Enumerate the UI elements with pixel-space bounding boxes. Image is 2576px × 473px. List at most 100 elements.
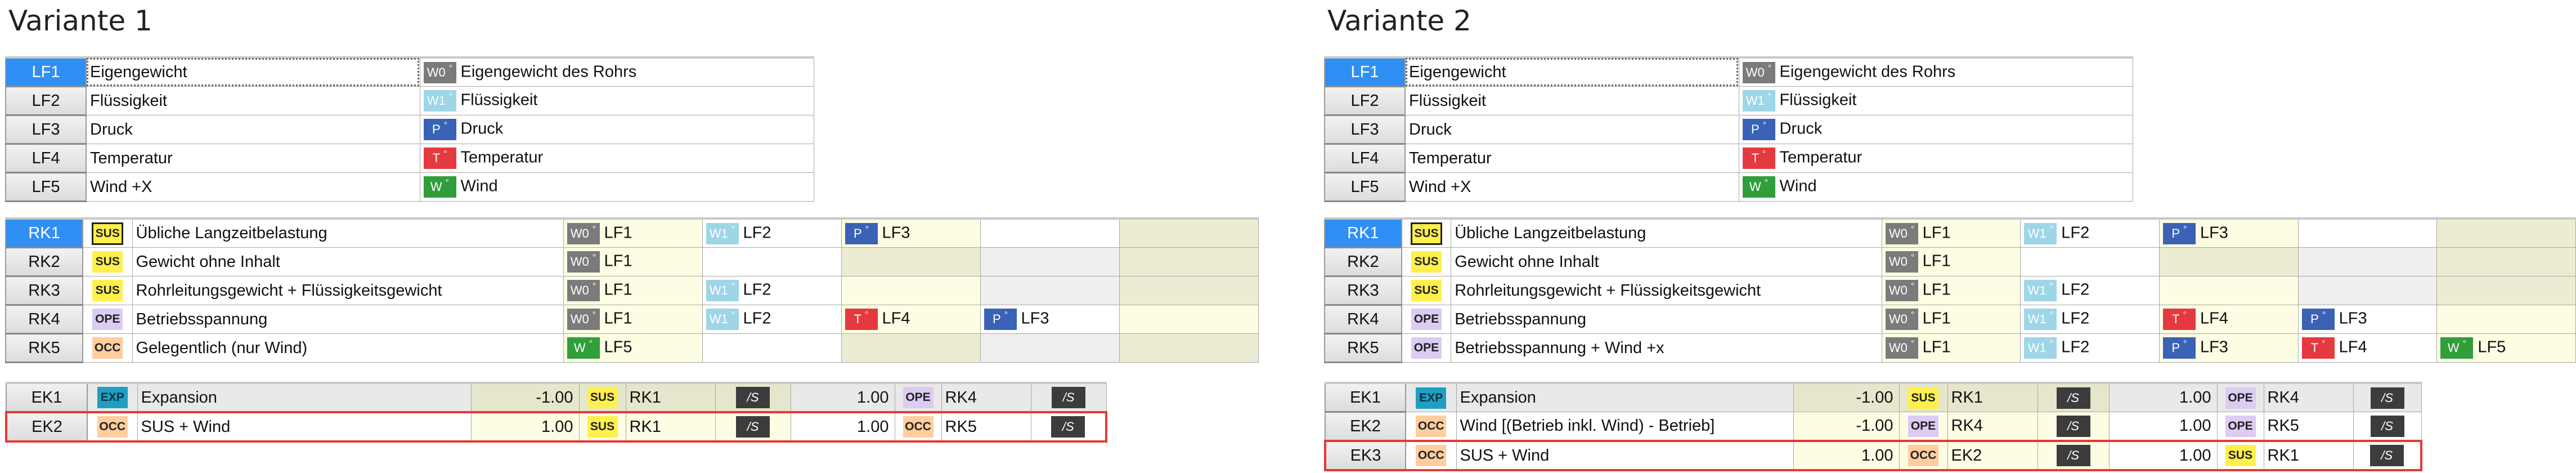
load-case-id[interactable]: LF3 [1324,114,1406,145]
term-category-cell[interactable]: OPE [2216,412,2264,441]
category-badge[interactable]: OPE [2225,415,2256,437]
load-case-id[interactable]: LF1 [1324,57,1406,87]
term-reference[interactable]: RK1 [2263,440,2354,471]
operator-cell[interactable]: /S [2353,440,2422,471]
empty-slot[interactable] [2297,247,2438,276]
factor-value[interactable]: 1.00 [470,411,580,443]
factor-value[interactable]: -1.00 [1793,382,1900,412]
category-badge[interactable]: OCC [1908,445,1938,466]
empty-slot[interactable] [702,333,842,363]
term-category-cell[interactable]: SUS [578,411,626,443]
load-case-reference[interactable]: W ° LF5 [563,333,703,363]
operator-cell[interactable]: /S [2037,440,2110,471]
load-combination-row[interactable]: RK5 OPE Betriebsspannung + Wind +x W0 ° LF1 W1… [1324,333,2576,363]
category-cell[interactable]: OCC [1405,440,1457,471]
category-badge[interactable]: SUS [1411,280,1442,301]
operator-cell[interactable]: /S [715,411,791,443]
term-category-cell[interactable]: SUS [1899,382,1948,412]
load-combination-description[interactable]: Rohrleitungsgewicht + Flüssigkeitsgewich… [1451,276,1882,305]
operator-button[interactable]: /S [2056,387,2090,409]
result-combination-description[interactable]: Expansion [137,382,472,413]
empty-slot[interactable] [702,247,842,276]
term-category-cell[interactable]: SUS [2216,440,2264,471]
empty-slot[interactable] [2436,218,2576,248]
empty-slot[interactable] [1119,276,1259,305]
empty-slot[interactable] [2297,218,2438,248]
term-reference[interactable]: RK4 [941,382,1031,413]
operator-button[interactable]: /S [1051,416,1085,438]
category-badge[interactable]: OPE [903,387,934,408]
category-badge[interactable]: SUS [1410,222,1442,245]
operator-cell[interactable]: /S [715,382,791,413]
load-case-reference[interactable]: W1 ° LF2 [702,305,842,334]
load-case-row[interactable]: LF4 Temperatur T ° Temperatur [5,143,814,173]
load-combination-description[interactable]: Gewicht ohne Inhalt [1451,247,1882,276]
load-case-reference[interactable]: W1 ° LF2 [702,218,842,248]
load-case-reference[interactable]: T ° LF4 [2158,305,2299,334]
load-combination-id[interactable]: RK4 [1324,304,1402,334]
category-cell[interactable]: SUS [82,218,133,248]
result-combination-row[interactable]: EK2 OCC Wind [(Betrieb inkl. Wind) - Betri… [1325,411,2422,442]
load-case-reference[interactable]: W0 ° LF1 [1881,218,2021,248]
load-combination-row[interactable]: RK3 SUS Rohrleitungsgewicht + Flüssigkeits… [5,275,1259,306]
category-badge[interactable]: OCC [97,416,128,438]
factor-value[interactable]: 1.00 [2108,412,2218,441]
category-cell[interactable]: OCC [1405,412,1457,441]
term-reference[interactable]: RK1 [625,411,716,443]
operator-cell[interactable]: /S [2353,412,2422,441]
factor-value[interactable]: 1.00 [790,382,895,413]
category-cell[interactable]: OCC [87,411,138,443]
result-combination-id[interactable]: EK2 [5,411,88,443]
category-cell[interactable]: EXP [1405,382,1457,412]
load-case-reference[interactable]: W0 ° LF1 [1881,247,2021,276]
empty-slot[interactable] [2158,247,2299,276]
operator-button[interactable]: /S [2056,445,2090,466]
operator-button[interactable]: /S [2056,415,2090,437]
load-case-name[interactable]: Druck [86,115,420,144]
result-combination-row[interactable]: EK2 OCC SUS + Wind 1.00 SUS RK1/S 1.00 OCC RK5/S [5,411,1107,443]
load-case-reference[interactable]: W0 ° LF1 [563,305,703,334]
category-cell[interactable]: EXP [87,382,138,413]
load-case-row[interactable]: LF5 Wind +X W ° Wind [1324,172,2133,202]
load-case-row[interactable]: LF1 Eigengewicht W0 ° Eigengewicht des Rohrs [5,57,814,87]
result-combination-id[interactable]: EK2 [1325,411,1406,442]
result-combination-row[interactable]: EK3 OCC SUS + Wind 1.00 OCC EK2/S 1.00 SUS RK1/S [1324,440,2422,471]
load-case-row[interactable]: LF5 Wind +X W ° Wind [5,172,814,202]
result-combination-description[interactable]: Wind [(Betrieb inkl. Wind) - Betrieb] [1456,412,1794,441]
load-case-name[interactable]: Wind +X [1404,172,1739,202]
result-combination-description[interactable]: Expansion [1456,382,1794,412]
term-category-cell[interactable]: OPE [2216,382,2264,412]
load-combination-id[interactable]: RK3 [1324,275,1402,306]
category-badge[interactable]: SUS [1908,387,1938,409]
load-case-type-description[interactable]: W0 ° Eigengewicht des Rohrs [1738,57,2133,87]
load-combination-row[interactable]: RK2 SUS Gewicht ohne Inhalt W0 ° LF1 [1324,247,2576,277]
load-case-reference[interactable]: W0 ° LF1 [563,247,703,276]
factor-value[interactable]: 1.00 [2108,440,2218,471]
load-case-name[interactable]: Wind +X [86,172,420,202]
load-case-row[interactable]: LF2 Flüssigkeit W1 ° Flüssigkeit [5,86,814,116]
load-case-reference[interactable]: W ° LF5 [2436,333,2576,363]
term-reference[interactable]: RK5 [941,411,1031,443]
load-case-id[interactable]: LF4 [1324,143,1406,173]
load-case-reference[interactable]: W0 ° LF1 [1881,305,2021,334]
load-case-type-description[interactable]: W1 ° Flüssigkeit [1738,86,2133,115]
empty-slot[interactable] [1119,305,1259,334]
load-case-row[interactable]: LF1 Eigengewicht W0 ° Eigengewicht des Rohrs [1324,57,2133,87]
term-category-cell[interactable]: OCC [894,411,942,443]
load-combination-description[interactable]: Betriebsspannung + Wind +x [1451,333,1882,363]
load-combination-description[interactable]: Betriebsspannung [1451,305,1882,334]
load-combination-row[interactable]: RK3 SUS Rohrleitungsgewicht + Flüssigkeits… [1324,275,2576,306]
result-combination-description[interactable]: SUS + Wind [137,411,472,443]
load-combination-description[interactable]: Übliche Langzeitbelastung [132,218,564,248]
result-combination-id[interactable]: EK3 [1324,440,1406,471]
load-case-type-description[interactable]: T ° Temperatur [419,144,814,173]
load-combination-description[interactable]: Gelegentlich (nur Wind) [132,333,564,363]
load-case-reference[interactable]: W1 ° LF2 [2020,218,2160,248]
term-reference[interactable]: RK5 [2263,412,2354,441]
load-case-id[interactable]: LF5 [5,172,87,202]
load-case-id[interactable]: LF1 [5,57,87,87]
load-case-row[interactable]: LF2 Flüssigkeit W1 ° Flüssigkeit [1324,86,2133,116]
category-badge[interactable]: SUS [587,387,618,408]
term-reference[interactable]: RK4 [2263,382,2354,412]
operator-button[interactable]: /S [1052,387,1085,408]
